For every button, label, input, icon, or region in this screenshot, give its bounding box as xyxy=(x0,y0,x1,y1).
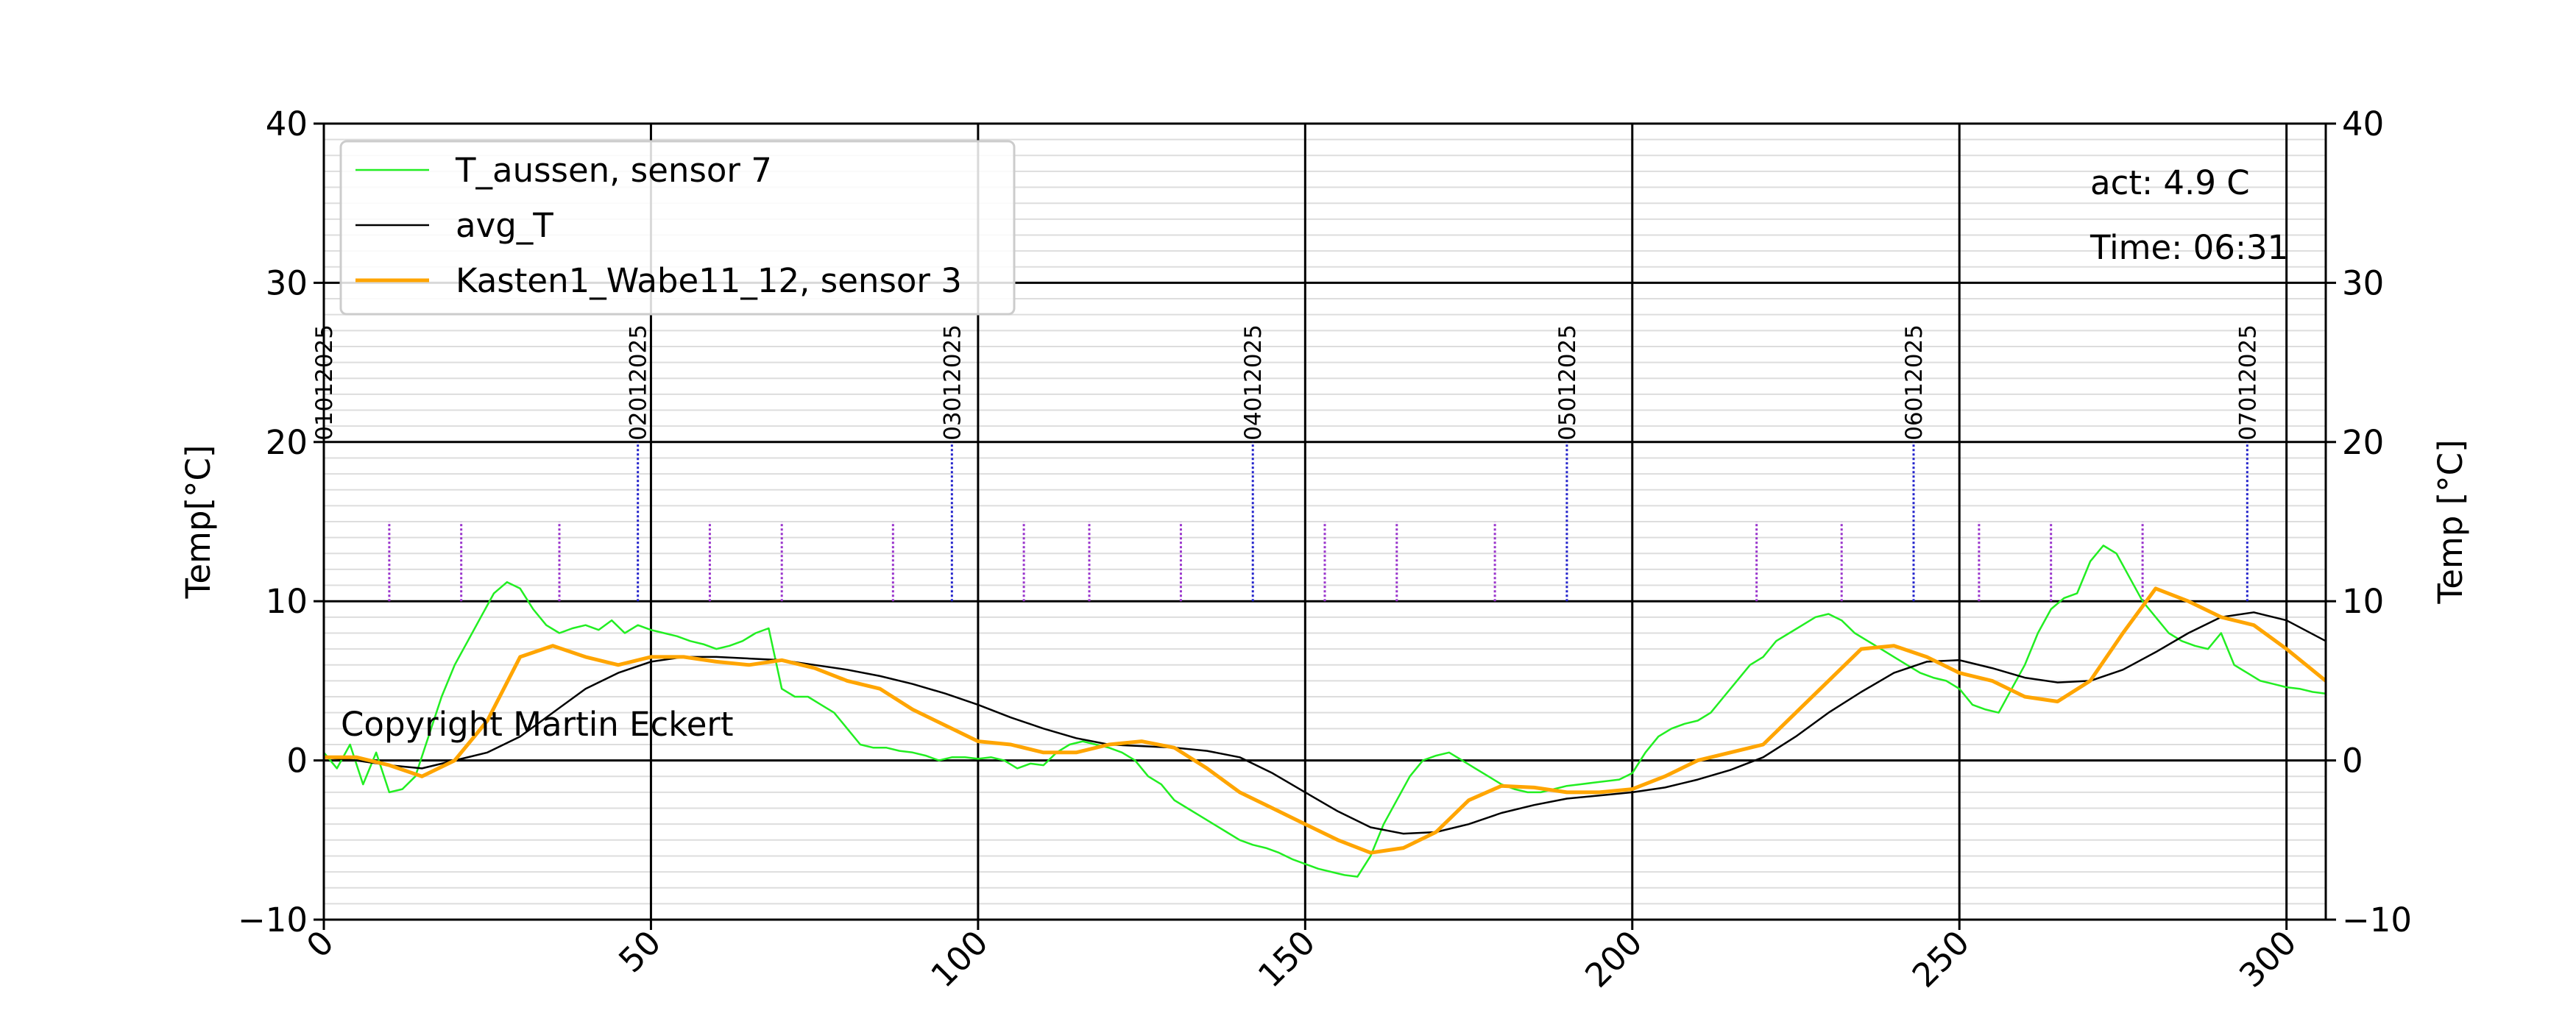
y-tick-label-right: 40 xyxy=(2342,104,2384,143)
legend-label: T_aussen, sensor 7 xyxy=(455,151,772,190)
y-tick-label-right: 30 xyxy=(2342,263,2384,302)
y-tick-label-right: −10 xyxy=(2342,901,2412,940)
y-axis-label-left: Temp[°C] xyxy=(179,445,218,600)
series-line xyxy=(324,586,2327,855)
series-layer xyxy=(323,544,2327,878)
date-markers: 01012025 02012025 03012025 04012025 05012025… xyxy=(311,324,2261,602)
y-tick-label-left: 10 xyxy=(266,582,308,621)
y-tick-label-left: 0 xyxy=(286,742,308,781)
x-tick-label: 200 xyxy=(1577,923,1649,995)
y-axis-label-right: Temp [°C] xyxy=(2431,439,2470,604)
date-marker-label: 05012025 xyxy=(1554,324,1581,441)
x-tick-label: 300 xyxy=(2232,923,2304,995)
plot-frame xyxy=(322,122,2327,921)
y-tick-label-right: 0 xyxy=(2342,742,2363,781)
date-marker-label: 04012025 xyxy=(1240,324,1267,441)
y-tick-label-right: 10 xyxy=(2342,582,2384,621)
x-tick-label: 150 xyxy=(1250,923,1323,995)
x-tick-label: 100 xyxy=(923,923,995,995)
legend: T_aussen, sensor 7 avg_T Kasten1_Wabe11_12… xyxy=(339,140,1016,316)
copyright-label: Copyright Martin Eckert xyxy=(341,705,734,744)
legend-label: Kasten1_Wabe11_12, sensor 3 xyxy=(456,261,962,300)
current-temperature-label: act: 4.9 C xyxy=(2090,163,2250,202)
series-line xyxy=(323,611,2326,835)
y-tick-label-right: 20 xyxy=(2342,423,2384,462)
y-tick-label-left: 40 xyxy=(266,104,308,143)
series-line xyxy=(323,544,2326,878)
date-marker-label: 06012025 xyxy=(1901,324,1928,441)
date-marker-label: 07012025 xyxy=(2234,324,2261,441)
time-label: Time: 06:31 xyxy=(2090,228,2288,267)
y-tick-label-left: 20 xyxy=(266,423,308,462)
date-marker-label: 02012025 xyxy=(626,324,652,441)
x-tick-label: 50 xyxy=(611,923,668,980)
date-marker-label: 03012025 xyxy=(939,324,966,441)
y-tick-label-left: 30 xyxy=(266,263,308,302)
x-tick-label: 250 xyxy=(1905,923,1977,995)
legend-label: avg_T xyxy=(456,206,553,245)
y-tick-label-left: −10 xyxy=(238,901,308,940)
legend-box xyxy=(339,140,1016,316)
